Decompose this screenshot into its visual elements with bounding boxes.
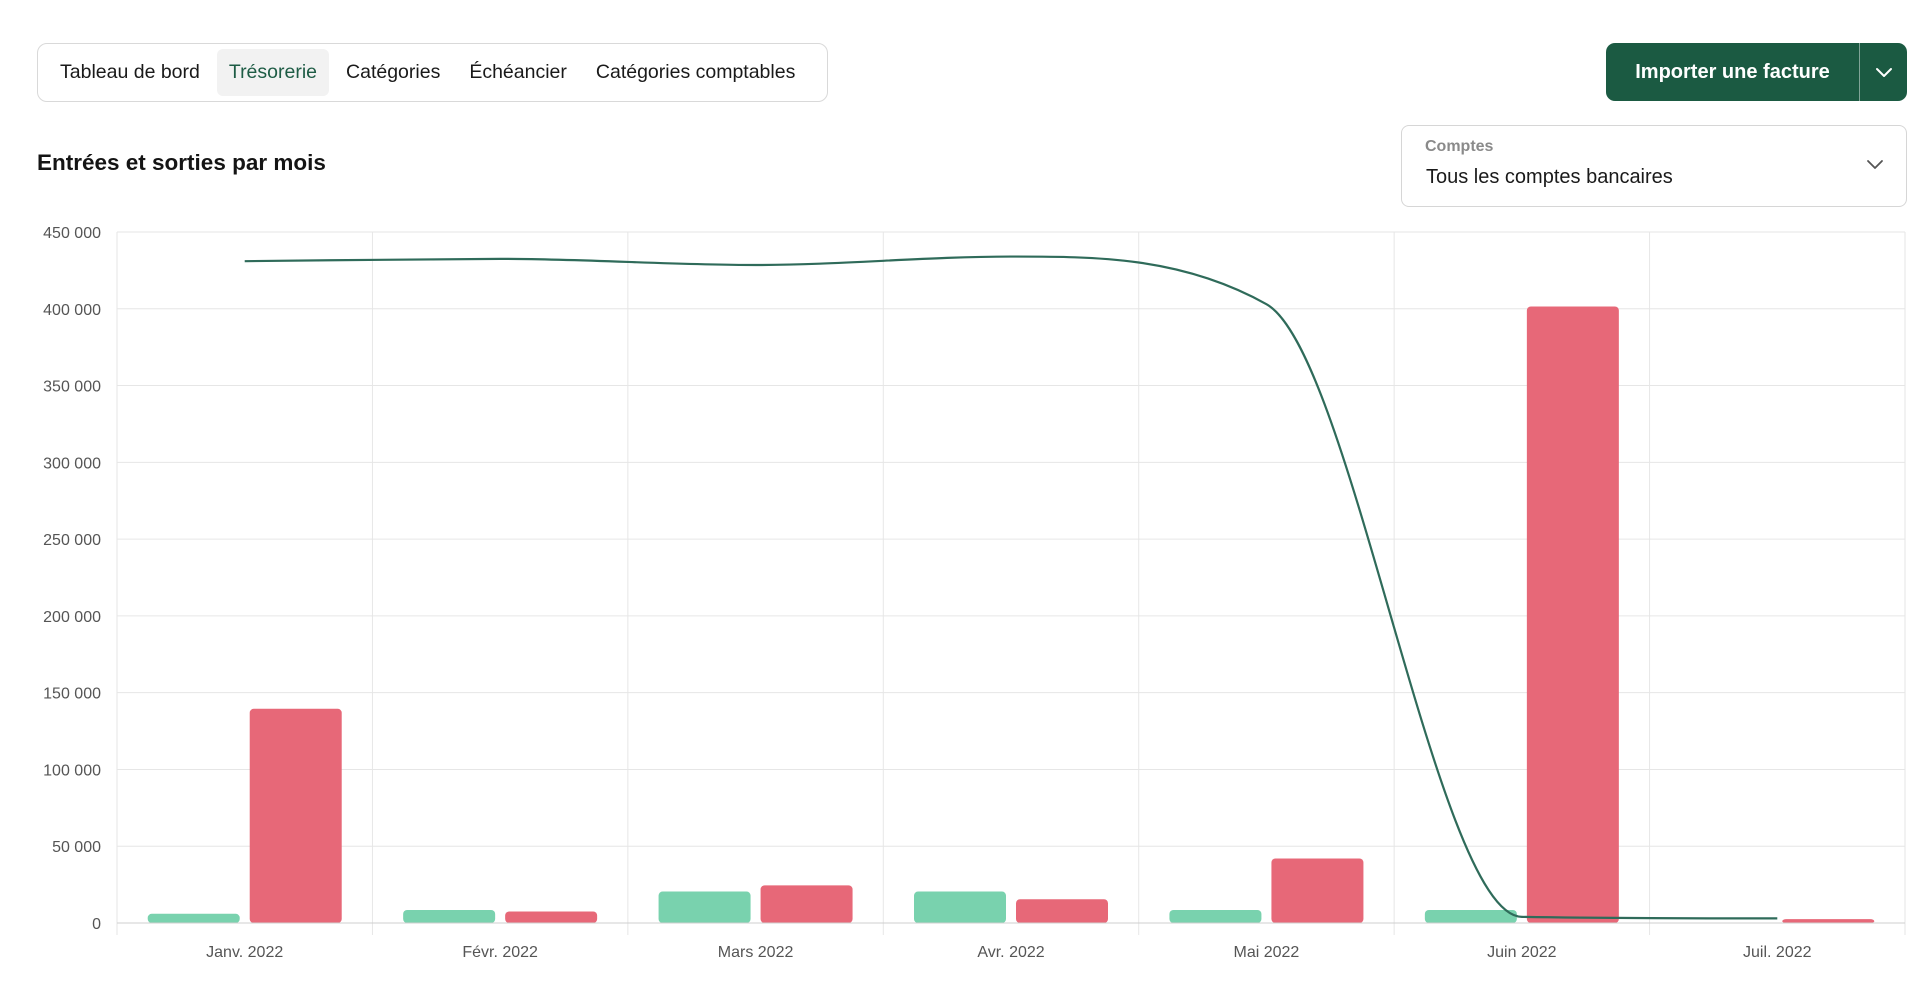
- outflow-bar: [760, 885, 853, 923]
- balance-line: [244, 255, 1778, 920]
- tab-bar: Tableau de bord Trésorerie Catégories Éc…: [37, 43, 828, 102]
- x-tick-label: Févr. 2022: [462, 944, 538, 961]
- tab-echeancier[interactable]: Échéancier: [469, 61, 567, 83]
- import-options-button[interactable]: [1860, 43, 1907, 101]
- outflow-bar: [1782, 919, 1875, 923]
- outflow-bar: [1526, 306, 1619, 923]
- y-tick-label: 350 000: [43, 379, 101, 396]
- y-tick-label: 150 000: [43, 686, 101, 703]
- y-tick-label: 450 000: [43, 225, 101, 242]
- tab-tableau-de-bord[interactable]: Tableau de bord: [60, 61, 200, 83]
- inflow-bar: [914, 891, 1006, 923]
- inflow-bar: [658, 891, 751, 923]
- y-tick-label: 250 000: [43, 532, 101, 549]
- accounts-select-label: Comptes: [1425, 138, 1494, 155]
- outflow-bar: [249, 708, 342, 923]
- chart-title: Entrées et sorties par mois: [37, 150, 326, 175]
- x-tick-label: Juin 2022: [1487, 944, 1556, 961]
- tab-categories[interactable]: Catégories: [346, 61, 441, 83]
- y-tick-label: 100 000: [43, 762, 101, 779]
- outflow-bar: [1016, 899, 1108, 923]
- x-tick-label: Avr. 2022: [977, 944, 1044, 961]
- import-invoice-button[interactable]: Importer une facture: [1606, 43, 1860, 101]
- inflow-bar: [403, 909, 496, 923]
- x-tick-label: Juil. 2022: [1743, 944, 1812, 961]
- accounts-select[interactable]: Comptes Tous les comptes bancaires: [1401, 125, 1907, 207]
- accounts-select-value: Tous les comptes bancaires: [1426, 166, 1673, 188]
- y-tick-label: 50 000: [52, 839, 101, 856]
- x-tick-label: Mai 2022: [1234, 944, 1300, 961]
- import-invoice-button-group: Importer une facture: [1606, 43, 1907, 101]
- y-tick-label: 200 000: [43, 609, 101, 626]
- tab-categories-comptables[interactable]: Catégories comptables: [595, 61, 796, 83]
- chevron-down-icon: [1875, 68, 1892, 77]
- chevron-down-icon: [1867, 160, 1883, 169]
- inflow-bar: [1169, 909, 1262, 923]
- inflow-bar: [147, 913, 240, 923]
- y-tick-label: 300 000: [43, 455, 101, 472]
- outflow-bar: [1271, 858, 1364, 923]
- outflow-bar: [505, 911, 598, 923]
- y-tick-label: 0: [92, 916, 101, 933]
- x-tick-label: Mars 2022: [718, 944, 794, 961]
- tab-tresorerie[interactable]: Trésorerie: [216, 49, 330, 96]
- y-tick-label: 400 000: [43, 302, 101, 319]
- x-tick-label: Janv. 2022: [206, 944, 283, 961]
- inflow-bar: [1424, 909, 1517, 923]
